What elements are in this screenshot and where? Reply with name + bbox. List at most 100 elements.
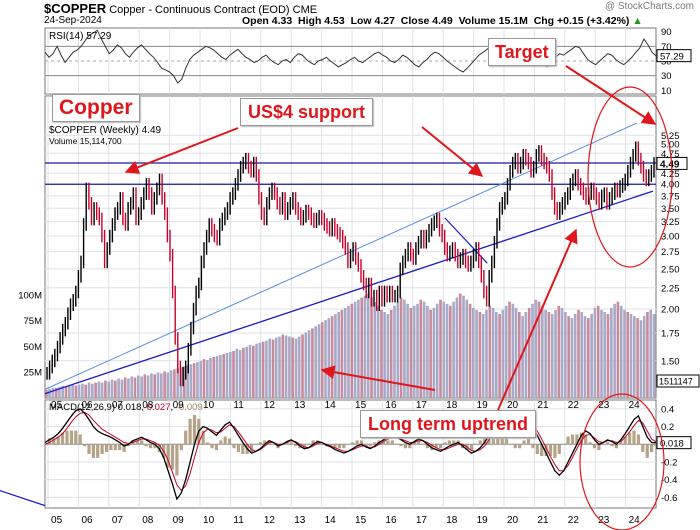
x-tick-label-mid: 21 bbox=[537, 400, 549, 411]
volume-tick-label: 25M bbox=[24, 367, 43, 378]
volume-bar bbox=[160, 373, 163, 398]
volume-bar bbox=[370, 297, 373, 398]
volume-bar bbox=[626, 312, 630, 398]
macd-hist-bar bbox=[540, 444, 544, 456]
macd-hist-bar bbox=[210, 444, 214, 449]
volume-bar bbox=[393, 305, 396, 398]
arrow-support-left bbox=[124, 127, 239, 174]
low-label: Low bbox=[350, 15, 372, 27]
volume-bar bbox=[222, 354, 226, 398]
callout-arrows bbox=[124, 65, 657, 411]
volume-bar bbox=[327, 318, 331, 398]
volume-bar bbox=[524, 312, 528, 398]
volume-bar bbox=[281, 334, 285, 398]
volume-bar bbox=[127, 378, 130, 398]
volume-bar bbox=[652, 314, 656, 398]
x-tick-label-bottom: 17 bbox=[416, 515, 428, 526]
volume-bar bbox=[435, 303, 439, 398]
volume-bar bbox=[518, 312, 521, 398]
macd-hist-bar bbox=[531, 444, 535, 449]
x-tick-label-mid: 18 bbox=[446, 400, 458, 411]
rsi-tick-label: 90 bbox=[661, 27, 672, 38]
macd-hist-bar bbox=[439, 444, 443, 449]
volume-bar bbox=[186, 365, 189, 398]
x-tick-label-bottom: 06 bbox=[81, 515, 93, 526]
long-term-uptrend-extension bbox=[0, 490, 46, 507]
x-tick-label-mid: 19 bbox=[477, 400, 489, 411]
price-tick-label: 2.50 bbox=[661, 264, 680, 275]
volume-bar bbox=[350, 303, 354, 398]
x-tick-label-mid: 05 bbox=[51, 400, 63, 411]
macd-hist-bar bbox=[364, 444, 368, 447]
volume-bar bbox=[107, 381, 111, 398]
volume-bar bbox=[383, 312, 386, 398]
volume-bar bbox=[403, 299, 406, 398]
volume-bar bbox=[330, 316, 334, 398]
trend-lines bbox=[45, 123, 656, 395]
volume-bar bbox=[511, 303, 515, 398]
volume-bar bbox=[274, 337, 278, 398]
rsi-panel: 103050709057.29 bbox=[45, 27, 692, 97]
volume-last-box bbox=[656, 374, 700, 388]
x-tick-label-bottom: 08 bbox=[142, 515, 154, 526]
volume-bar bbox=[610, 307, 613, 398]
price-axis: 1.50 1.75 2.00 2.25 2.50 2.75 3.00 3.25 3.50 3.75… bbox=[656, 131, 688, 367]
price-tick-label: 1.50 bbox=[661, 356, 680, 367]
volume-bar bbox=[534, 299, 538, 398]
volume-bar bbox=[347, 305, 350, 398]
volume-bar bbox=[284, 335, 288, 398]
price-tick-label: 4.00 bbox=[661, 180, 680, 191]
macd-hist-bar bbox=[337, 444, 342, 449]
volume-bar bbox=[137, 375, 140, 398]
macd-hist-bar bbox=[219, 440, 223, 445]
volume-bar bbox=[606, 314, 610, 398]
macd-tick-label: -0.4 bbox=[661, 475, 677, 486]
price-tick-label: 4.25 bbox=[661, 169, 680, 180]
x-tick-label-bottom: 16 bbox=[385, 515, 397, 526]
volume-bar bbox=[623, 309, 626, 398]
arrow-target bbox=[565, 65, 657, 125]
volume-bar bbox=[636, 318, 639, 398]
macd-hist-bar bbox=[140, 440, 144, 445]
volume-bar bbox=[389, 309, 393, 398]
volume-bar bbox=[153, 374, 157, 398]
volume-bar bbox=[541, 305, 544, 398]
volume-bar bbox=[255, 343, 258, 398]
x-tick-label-mid: 08 bbox=[142, 400, 154, 411]
macd-hist-bar bbox=[614, 444, 618, 449]
x-tick-label-bottom: 11 bbox=[233, 515, 244, 526]
macd-hist-bar bbox=[355, 440, 359, 445]
x-tick-label-bottom: 05 bbox=[51, 515, 63, 526]
macd-hist-bar bbox=[650, 444, 654, 453]
macd-hist-bar bbox=[452, 440, 456, 445]
macd-hist-bar bbox=[201, 430, 205, 445]
macd-last-value: 0.018 bbox=[660, 439, 684, 450]
volume-bar bbox=[61, 385, 65, 398]
volume-bar bbox=[386, 314, 390, 398]
arrow-uptrend-left bbox=[320, 365, 436, 391]
macd-hist-bar bbox=[544, 444, 548, 456]
volume-bar bbox=[600, 309, 603, 398]
volume-bar bbox=[353, 301, 357, 398]
chg-up-arrow: ▲ bbox=[632, 15, 643, 27]
x-tick-label-bottom: 13 bbox=[294, 515, 306, 526]
volume-bar bbox=[514, 307, 518, 398]
macd-hist-bar bbox=[263, 440, 267, 445]
volume-bar bbox=[570, 318, 574, 398]
macd-hist-bar bbox=[61, 432, 65, 445]
macd-hist-bar bbox=[241, 444, 245, 454]
x-tick-label-bottom: 09 bbox=[173, 515, 185, 526]
macd-hist-bar bbox=[597, 444, 601, 451]
volume-bar bbox=[363, 295, 367, 398]
volume-bar bbox=[77, 384, 81, 398]
volume-bar bbox=[642, 316, 646, 398]
volume-bar bbox=[547, 312, 551, 398]
macd-hist-bar bbox=[619, 440, 623, 445]
volume-bar bbox=[455, 297, 459, 398]
macd-hist-bar bbox=[135, 440, 139, 445]
volume-bar bbox=[577, 309, 580, 398]
volume-bar bbox=[176, 368, 180, 398]
macd-hist-bar bbox=[56, 436, 60, 445]
volume-bar bbox=[550, 314, 554, 398]
